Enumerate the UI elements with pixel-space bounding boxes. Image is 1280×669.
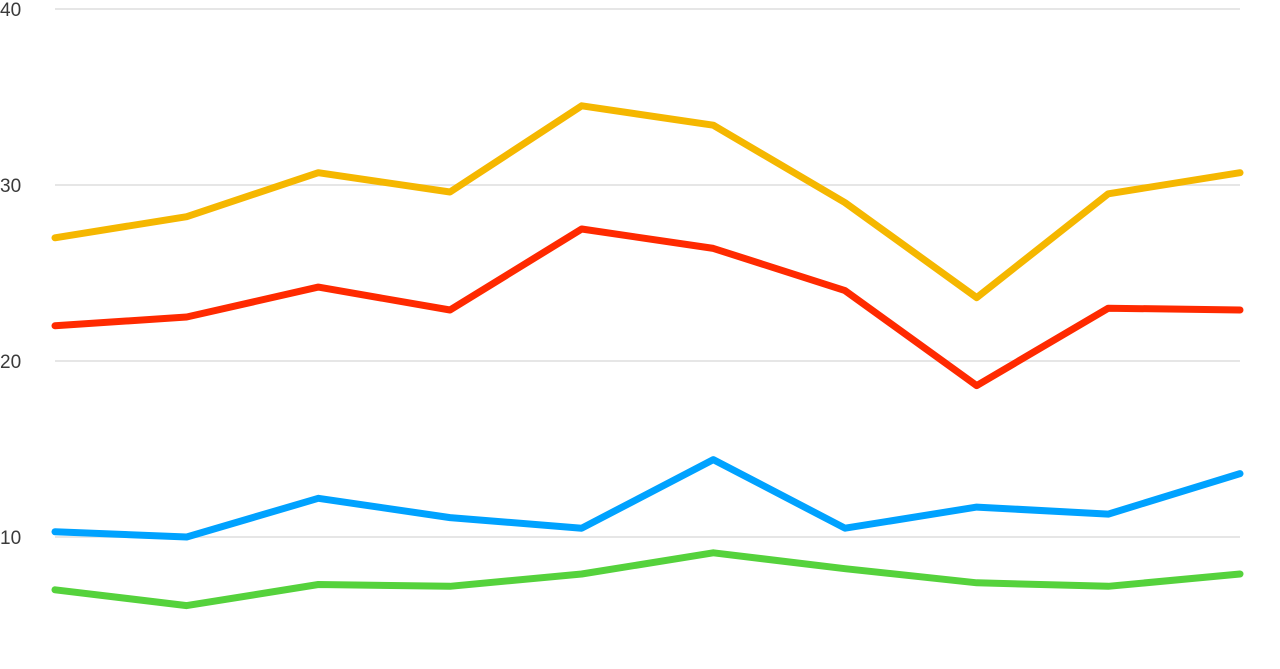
y-tick-label-30: 30 (0, 176, 21, 197)
y-axis-tick-labels: 10 20 30 40 (0, 0, 21, 549)
y-tick-label-20: 20 (0, 352, 21, 373)
y-tick-label-40: 40 (0, 0, 21, 21)
series-lines (51, 102, 1244, 610)
y-tick-label-10: 10 (0, 528, 21, 549)
series-line-3 (51, 456, 1244, 541)
series-line-2 (51, 225, 1244, 390)
series-line-1 (51, 102, 1244, 302)
gridlines (55, 8, 1240, 538)
series-line-4 (51, 549, 1244, 610)
